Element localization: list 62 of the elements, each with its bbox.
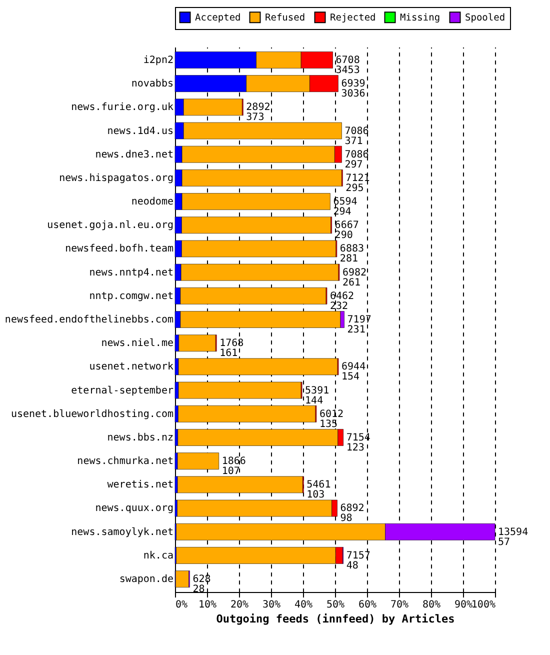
annotation: 6939 3036	[341, 78, 366, 100]
y-tick-label: neodome	[131, 196, 174, 208]
y-tick-label: nk.ca	[143, 550, 174, 562]
legend-label: Accepted	[195, 12, 241, 24]
y-tick-label: news.chmurka.net	[77, 456, 174, 468]
y-tick-label: news.niel.me	[101, 338, 174, 350]
y-tick-label: news.samoylyk.net	[71, 526, 174, 538]
annotation: 6708 3453	[336, 54, 360, 76]
legend-label: Missing	[400, 12, 440, 24]
annotation: 7157 48	[346, 550, 370, 572]
y-tick-label: eternal-september	[71, 385, 174, 396]
annotation: 7086 371	[344, 126, 369, 147]
y-tick-label: usenet.blueworldhosting.com	[10, 408, 174, 420]
y-tick-label: i2pn2	[143, 54, 174, 66]
x-tick-label: 20%	[230, 600, 249, 610]
y-tick-label: swapon.de	[119, 574, 174, 586]
x-tick-label: 30%	[262, 600, 281, 610]
x-axis-title: Outgoing feeds (innfeed) by Articles	[216, 612, 455, 626]
x-tick-label: 10%	[198, 600, 217, 610]
x-tick-label: 50%	[326, 600, 345, 610]
y-tick-label: news.hispagatos.org	[59, 172, 174, 184]
annotation: 6462 232	[330, 290, 354, 312]
x-tick-label: 80%	[422, 600, 441, 610]
legend-label: Spooled	[465, 12, 506, 24]
legend-label: Rejected	[330, 12, 376, 24]
y-tick-label: news.1d4.us	[107, 126, 174, 137]
annotation: 6667 290	[334, 220, 359, 242]
annotation: 1768 161	[220, 338, 244, 360]
y-tick-label: weretis.net	[107, 480, 174, 491]
x-tick-label: 60%	[358, 600, 377, 610]
annotation: 628 28	[192, 574, 211, 596]
annotation: 7086 297	[344, 149, 369, 170]
x-tick-label: 0%	[176, 600, 188, 610]
annotation: 6883 281	[340, 244, 364, 265]
annotation: 7197 231	[347, 314, 372, 336]
annotation: 5461 103	[306, 480, 331, 501]
y-tick-label: news.nntp4.net	[89, 267, 174, 278]
annotation: 1866 107	[222, 456, 246, 478]
legend-label: Refused	[265, 12, 306, 24]
annotation: 13594 57	[498, 526, 528, 548]
x-tick-label: 70%	[390, 600, 409, 610]
y-tick-label: nntp.comgw.net	[89, 290, 174, 302]
annotation: 2892 373	[246, 102, 270, 124]
y-tick-label: news.bbs.nz	[107, 432, 174, 444]
annotation: 6012 135	[319, 408, 344, 430]
annotation: 5391 144	[305, 385, 330, 406]
y-tick-label: newsfeed.bofh.team	[65, 244, 174, 255]
y-tick-label: news.dne3.net	[95, 149, 174, 160]
y-tick-label: novabbs	[131, 78, 174, 90]
annotation: 7121 295	[346, 172, 370, 194]
y-tick-label: usenet.network	[89, 362, 174, 373]
annotation: 7154 123	[346, 432, 370, 454]
y-tick-label: newsfeed.endofthelinebbs.com	[4, 314, 174, 326]
x-tick-label: 90%	[454, 600, 473, 610]
annotation: 6982 261	[342, 267, 367, 288]
y-tick-label: news.quux.org	[95, 503, 174, 514]
annotation: 6944 154	[342, 362, 366, 383]
y-tick-label: usenet.goja.nl.eu.org	[47, 220, 174, 232]
annotation: 6892 98	[340, 503, 364, 524]
y-tick-label: news.furie.org.uk	[71, 102, 174, 114]
x-tick-label: 100%	[471, 600, 496, 610]
x-tick-label: 40%	[294, 600, 313, 610]
